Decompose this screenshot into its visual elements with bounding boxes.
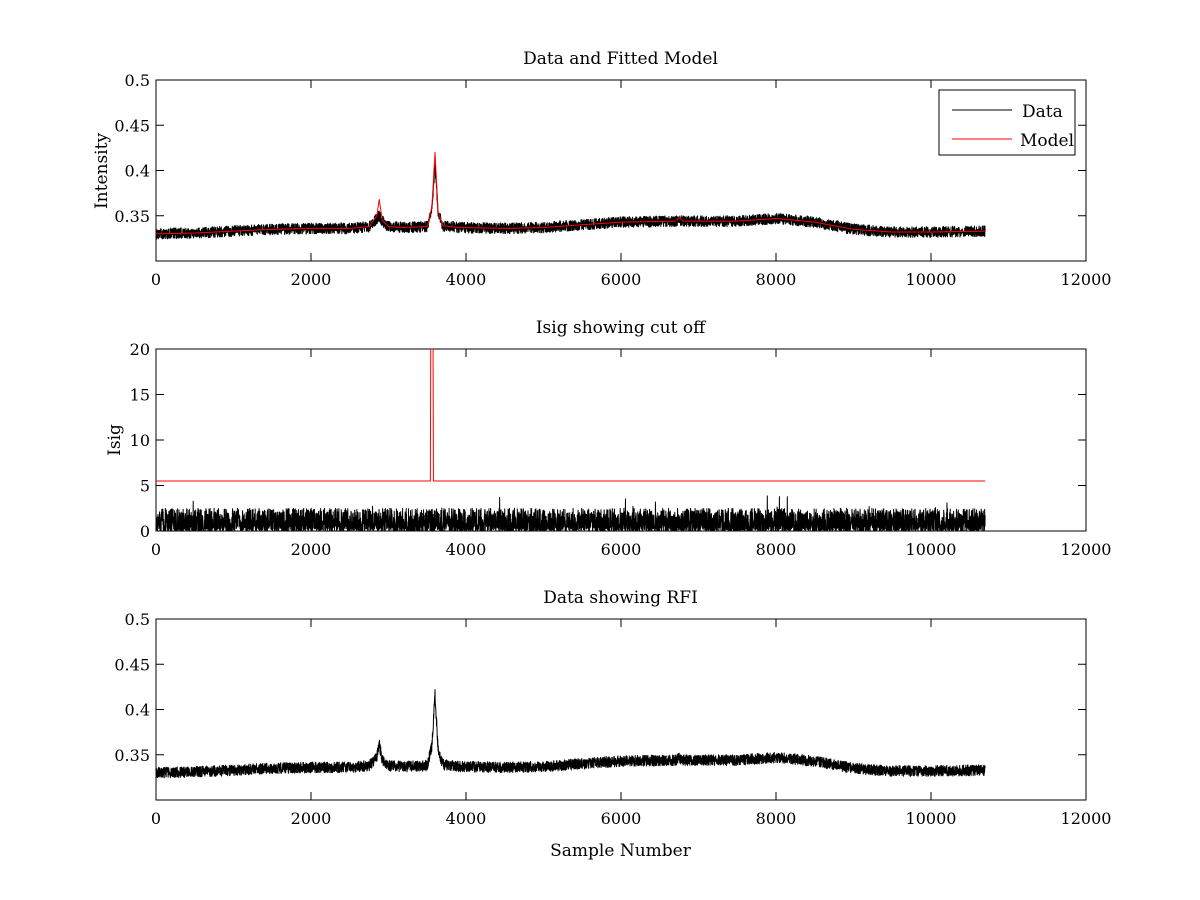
legend: Data Model bbox=[938, 89, 1076, 156]
x-tick-label: 2000 bbox=[291, 540, 332, 559]
y-tick-label: 5 bbox=[140, 477, 150, 496]
y-tick-label: 0.45 bbox=[114, 116, 150, 135]
x-tick-label: 8000 bbox=[756, 270, 797, 289]
legend-box bbox=[938, 89, 1076, 156]
y-tick-label: 0.35 bbox=[114, 207, 150, 226]
y-tick-label: 0.5 bbox=[125, 610, 150, 629]
x-tick-label: 8000 bbox=[756, 809, 797, 828]
x-tick-label: 6000 bbox=[601, 540, 642, 559]
panel-1-title: Data and Fitted Model bbox=[523, 49, 718, 69]
x-tick-label: 0 bbox=[151, 270, 161, 289]
x-tick-label: 10000 bbox=[906, 270, 957, 289]
cutoff-series-line bbox=[156, 349, 986, 482]
y-tick-label: 0.45 bbox=[114, 655, 150, 674]
legend-label-model: Model bbox=[1020, 131, 1074, 151]
legend-label-data: Data bbox=[1022, 102, 1063, 122]
x-tick-label: 0 bbox=[151, 540, 161, 559]
panel-data-and-fitted-model: Data and Fitted Model Intensity 0 2000 400… bbox=[92, 49, 1111, 289]
model-series-line bbox=[156, 151, 986, 235]
x-tick-label: 0 bbox=[151, 809, 161, 828]
x-tick-label: 4000 bbox=[446, 809, 487, 828]
panel-3-title: Data showing RFI bbox=[543, 588, 698, 608]
y-tick-label: 0.35 bbox=[114, 746, 150, 765]
panel-1-ylabel: Intensity bbox=[92, 133, 112, 209]
x-tick-label: 2000 bbox=[291, 809, 332, 828]
x-tick-label: 10000 bbox=[906, 540, 957, 559]
x-tick-label: 6000 bbox=[601, 270, 642, 289]
x-tick-label: 8000 bbox=[756, 540, 797, 559]
panel-2-ylabel: Isig bbox=[105, 424, 125, 456]
data-series-line bbox=[156, 689, 986, 779]
x-tick-label: 12000 bbox=[1061, 540, 1112, 559]
x-tick-label: 4000 bbox=[446, 270, 487, 289]
panel-2-title: Isig showing cut off bbox=[536, 318, 707, 338]
x-tick-label: 4000 bbox=[446, 540, 487, 559]
panel-data-showing-rfi: Data showing RFI Sample Number 0 2000 4000… bbox=[114, 588, 1111, 861]
y-tick-label: 0.5 bbox=[125, 71, 150, 90]
isig-series-line bbox=[156, 495, 986, 531]
y-tick-label: 0 bbox=[140, 522, 150, 541]
y-tick-label: 15 bbox=[130, 386, 150, 405]
x-tick-label: 12000 bbox=[1061, 270, 1112, 289]
y-tick-label: 20 bbox=[130, 340, 150, 359]
y-tick-label: 0.4 bbox=[125, 701, 150, 720]
panel-isig-showing-cut-off: Isig showing cut off Isig 0 2000 4000 6000 8… bbox=[105, 318, 1111, 559]
x-tick-label: 10000 bbox=[906, 809, 957, 828]
x-tick-label: 12000 bbox=[1061, 809, 1112, 828]
y-tick-label: 10 bbox=[130, 431, 150, 450]
x-tick-label: 2000 bbox=[291, 270, 332, 289]
y-tick-label: 0.4 bbox=[125, 162, 150, 181]
x-tick-label: 6000 bbox=[601, 809, 642, 828]
panel-3-xlabel: Sample Number bbox=[550, 841, 692, 861]
